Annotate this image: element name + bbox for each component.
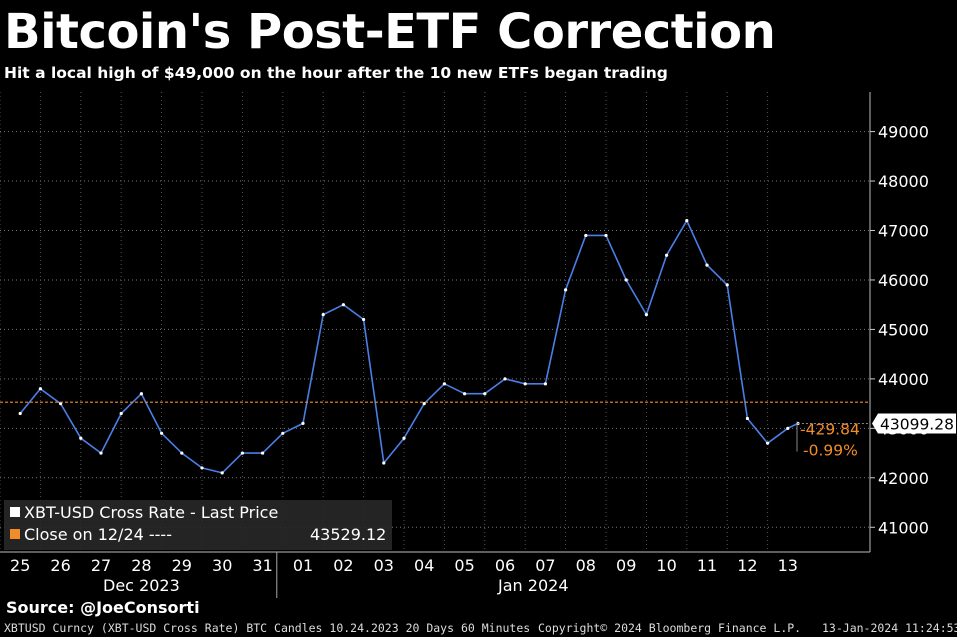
legend-ref-value: 43529.12 (310, 525, 387, 544)
price-point (564, 288, 568, 292)
y-tick-label: 42000 (878, 469, 929, 488)
price-point (301, 421, 305, 425)
x-tick-label: 13 (778, 556, 798, 575)
legend-series-entry: XBT-USD Cross Rate - Last Price (10, 502, 278, 524)
chart-grid (0, 92, 870, 552)
x-axis: 25 26 27 28 29 30 31 01 02 03 04 05 06 07 08 09 10 11 12 13… (0, 551, 870, 598)
x-tick-label: 25 (10, 556, 30, 575)
x-tick-label: 26 (50, 556, 70, 575)
y-tick-label: 44000 (878, 370, 929, 389)
footer-timestamp: 13-Jan-2024 11:24:53 (822, 621, 957, 635)
x-tick-label: 05 (454, 556, 474, 575)
x-tick-label: 31 (252, 556, 272, 575)
price-point (321, 312, 325, 317)
price-point (99, 451, 103, 455)
price-point (119, 411, 123, 416)
y-tick-label: 46000 (878, 271, 929, 290)
price-point (523, 382, 527, 386)
last-price-tag (872, 413, 956, 434)
price-point (705, 263, 709, 267)
footer-description: XBTUSD Curncy (XBT-USD Cross Rate) BTC C… (4, 621, 531, 635)
y-tick-label: 41000 (878, 518, 929, 537)
last-price-annotations: 43099.28 -429.84 -0.99% (796, 413, 956, 459)
x-tick-label: 01 (293, 556, 313, 575)
price-point (745, 416, 750, 421)
x-group-label-dec: Dec 2023 (103, 576, 180, 595)
price-point (786, 426, 790, 430)
price-point (766, 441, 770, 445)
x-tick-label: 03 (374, 556, 394, 575)
source-label: Source: @JoeConsorti (6, 598, 200, 617)
chart-title: Bitcoin's Post-ETF Correction (4, 4, 776, 60)
x-tick-label: 11 (697, 556, 717, 575)
x-tick-label: 29 (172, 556, 192, 575)
legend-series-swatch (10, 507, 20, 517)
price-point (240, 451, 244, 455)
x-tick-label: 06 (495, 556, 515, 575)
price-point (200, 466, 204, 470)
price-point (18, 411, 22, 416)
price-point (685, 219, 689, 223)
x-tick-label: 10 (656, 556, 676, 575)
chart-subtitle: Hit a local high of $49,000 on the hour … (4, 64, 668, 82)
price-point (362, 317, 366, 322)
price-point (59, 402, 63, 406)
price-point (261, 451, 265, 455)
change-value: -429.84 (800, 420, 860, 438)
x-tick-label: 30 (212, 556, 232, 575)
chart-legend: XBT-USD Cross Rate - Last Price Close on… (4, 500, 392, 550)
price-point (382, 461, 386, 465)
last-price-label: 43099.28 (880, 415, 954, 433)
y-axis: 4100042000430004400045000460004700048000… (869, 92, 929, 552)
price-point (725, 283, 729, 287)
price-point (160, 431, 164, 435)
x-tick-label: 28 (131, 556, 151, 575)
price-line (19, 219, 799, 474)
price-point (442, 382, 446, 386)
price-point (220, 471, 224, 475)
price-point (543, 382, 548, 386)
x-tick-label: 02 (333, 556, 353, 575)
x-tick-label: 08 (576, 556, 596, 575)
x-tick-label: 09 (616, 556, 636, 575)
price-point (38, 387, 43, 391)
price-series (18, 219, 800, 475)
legend-ref-entry: Close on 12/24 ---- (10, 524, 172, 546)
x-tick-label: 04 (414, 556, 434, 575)
y-tick-label: 45000 (878, 320, 929, 339)
legend-ref-label: Close on 12/24 ---- (24, 525, 172, 544)
price-point (584, 233, 588, 238)
price-point (402, 436, 406, 440)
price-point (281, 431, 285, 435)
price-point (644, 312, 649, 317)
y-tick-label: 47000 (878, 221, 929, 240)
price-point (180, 451, 184, 455)
price-point (483, 392, 487, 396)
x-tick-label: 07 (535, 556, 555, 575)
price-point (665, 253, 669, 257)
price-point (139, 392, 143, 396)
footer-copyright: Copyright© 2024 Bloomberg Finance L.P. (538, 621, 802, 635)
x-group-label-jan: Jan 2024 (497, 576, 568, 595)
legend-series-label: XBT-USD Cross Rate - Last Price (24, 503, 279, 522)
price-point (79, 436, 83, 440)
y-tick-label: 48000 (878, 172, 929, 191)
price-point (463, 392, 467, 396)
legend-ref-swatch (10, 529, 20, 539)
price-point (503, 377, 507, 381)
x-tick-label: 27 (91, 556, 111, 575)
change-percent: -0.99% (803, 441, 858, 459)
y-tick-label: 49000 (878, 123, 929, 142)
price-point (422, 402, 426, 406)
price-point (604, 233, 608, 238)
price-point (341, 303, 345, 307)
x-tick-label: 12 (737, 556, 757, 575)
price-point (624, 278, 628, 282)
